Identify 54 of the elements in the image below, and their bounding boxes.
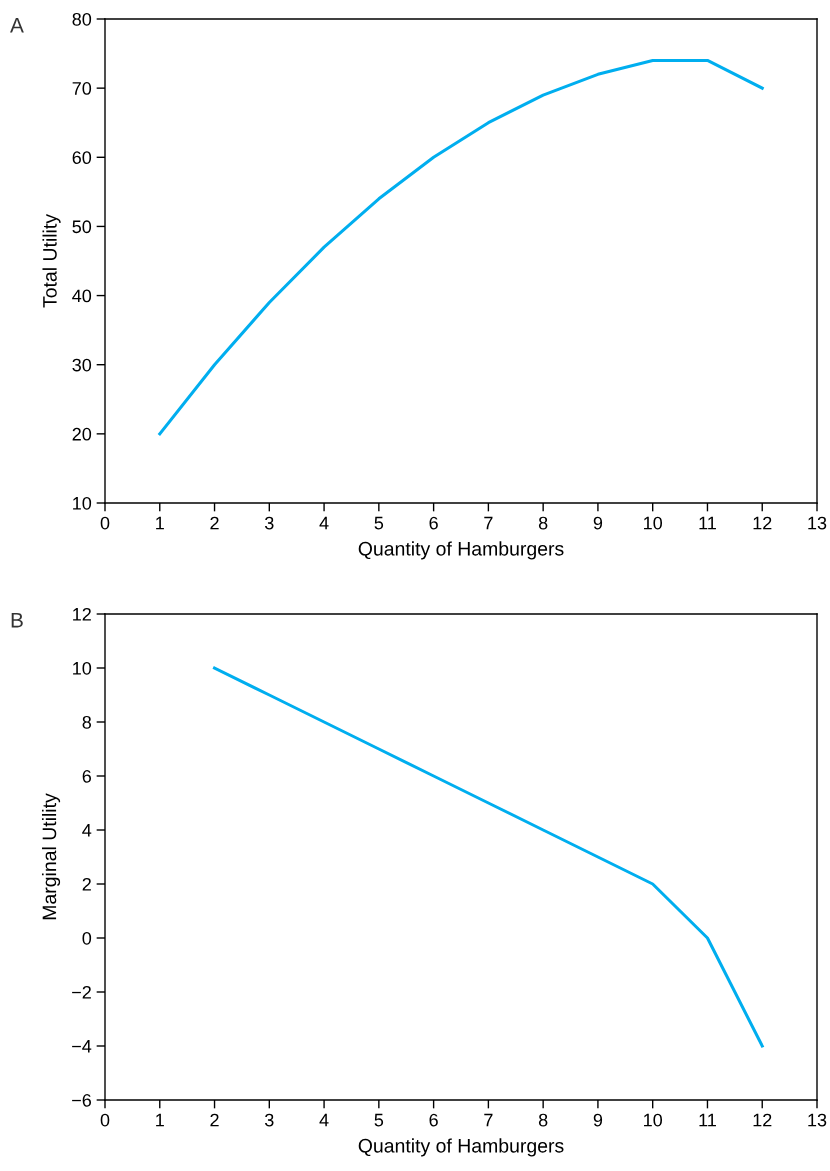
chart-title: B (11, 613, 23, 628)
y-tick-label: 10 (73, 496, 92, 510)
x-tick-label: 5 (374, 516, 384, 530)
x-tick-label: 9 (593, 1113, 603, 1127)
x-tick-label: 13 (808, 1113, 827, 1127)
x-tick-label: 7 (484, 1113, 493, 1127)
x-tick-label: 4 (319, 516, 329, 530)
x-tick-label: 3 (264, 1113, 274, 1127)
x-tick-label: 3 (264, 516, 274, 530)
y-tick-label: 80 (72, 12, 92, 26)
x-tick-label: 9 (593, 516, 603, 530)
x-axis-title: Quantity of Hamburgers (358, 541, 564, 560)
y-tick-label: 70 (72, 82, 92, 95)
y-tick-label: 20 (72, 427, 92, 441)
y-tick-label: 8 (82, 715, 92, 729)
x-tick-label: 0 (100, 1113, 110, 1127)
x-axis-title: Quantity of Hamburgers (358, 1138, 564, 1157)
x-tick-label: 2 (210, 1113, 219, 1127)
line-series (158, 58, 764, 436)
x-tick-label: 11 (699, 1113, 716, 1127)
x-tick-label: 6 (429, 1113, 438, 1127)
x-tick-label: 10 (644, 1113, 663, 1127)
chart-title: A (10, 18, 24, 33)
x-tick-label: 12 (753, 516, 772, 530)
line-series (213, 666, 764, 1048)
x-tick-label: 12 (753, 1113, 772, 1127)
y-tick-label: 50 (72, 220, 92, 234)
y-tick-label: 12 (73, 607, 91, 621)
y-tick-label: 40 (72, 289, 92, 303)
y-axis-title: Total Utility (42, 214, 61, 308)
y-tick-label: −6 (72, 1093, 92, 1107)
y-tick-label: 10 (73, 661, 92, 675)
x-tick-label: 13 (808, 516, 827, 530)
y-tick-label: 30 (72, 358, 92, 372)
x-tick-label: 8 (538, 1113, 548, 1127)
x-tick-label: 1 (156, 516, 164, 530)
x-tick-label: 11 (699, 516, 716, 530)
x-tick-label: 8 (538, 516, 548, 530)
y-tick-label: −2 (72, 985, 91, 999)
x-tick-label: 0 (100, 516, 110, 530)
x-tick-label: 4 (319, 1113, 329, 1127)
x-tick-label: 1 (156, 1113, 164, 1127)
x-tick-label: 2 (210, 516, 219, 530)
x-tick-label: 5 (374, 1113, 384, 1127)
y-axis-title: Marginal Utility (41, 793, 61, 920)
y-tick-label: 2 (82, 877, 91, 891)
y-tick-label: 60 (72, 151, 92, 165)
y-tick-label: 6 (82, 769, 92, 783)
x-tick-label: 6 (429, 516, 438, 530)
x-tick-label: 7 (484, 516, 493, 530)
y-tick-label: −4 (72, 1040, 92, 1053)
y-tick-label: 4 (82, 824, 92, 837)
x-tick-label: 10 (644, 516, 663, 530)
y-tick-label: 0 (82, 931, 92, 945)
